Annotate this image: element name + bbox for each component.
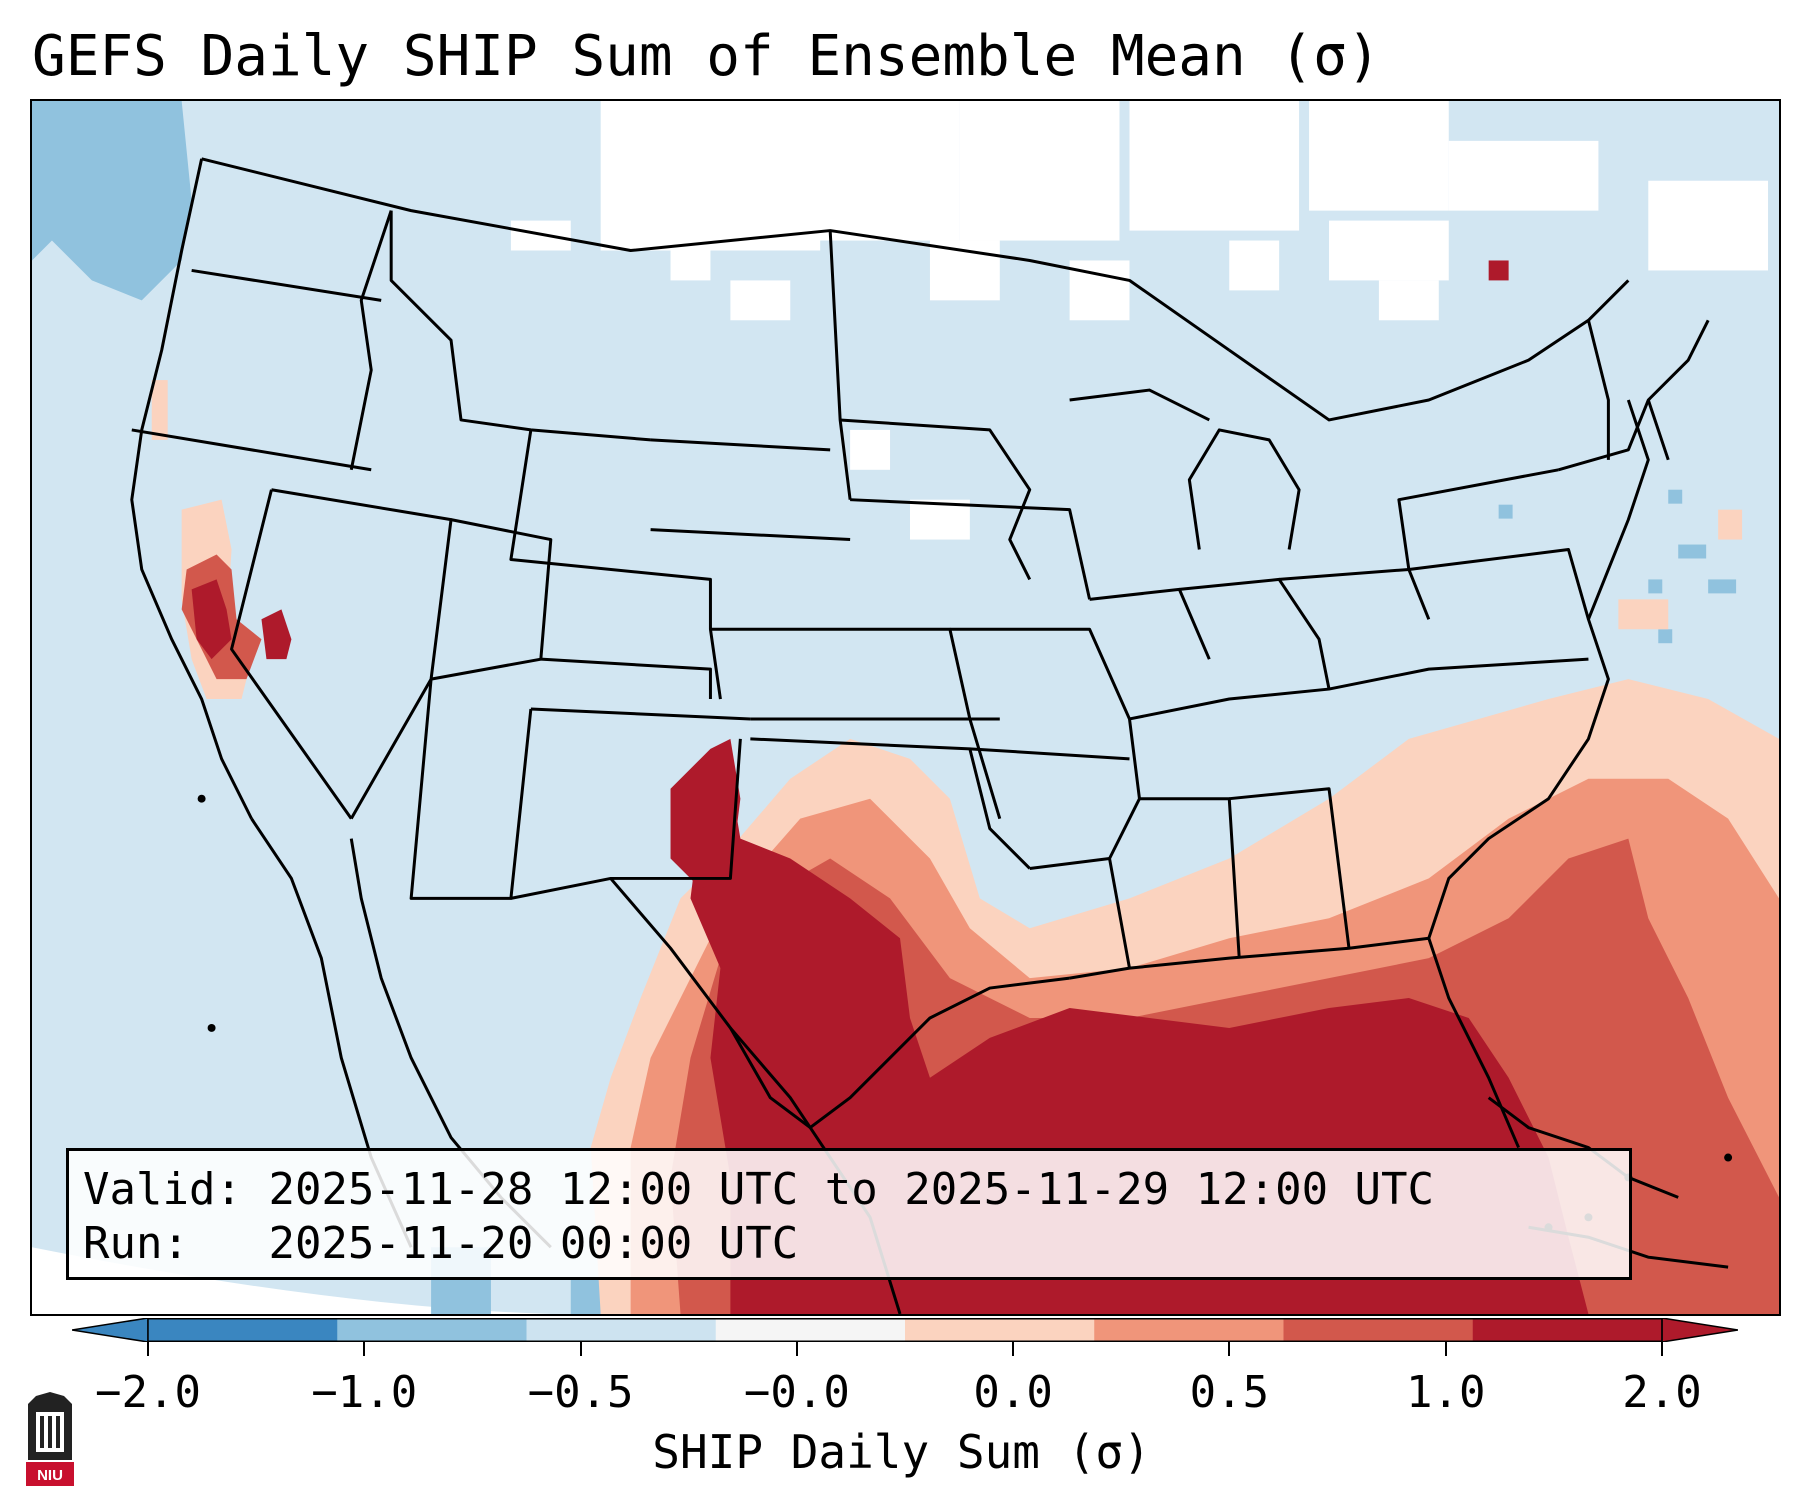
colorbar-tick-label: −1.0 xyxy=(311,1367,418,1418)
colorbar-tick-mark xyxy=(1012,1342,1015,1356)
colorbar-tick-mark xyxy=(363,1342,366,1356)
colorbar-tick-label: 0.0 xyxy=(973,1367,1053,1418)
colorbar-tick-mark xyxy=(795,1342,798,1356)
colorbar-tick-label: 2.0 xyxy=(1622,1367,1702,1418)
colorbar-tick-mark xyxy=(147,1342,149,1356)
colorbar-segment xyxy=(1472,1318,1663,1342)
positive-anomaly-canada xyxy=(1488,260,1509,281)
colorbar-segment xyxy=(526,1318,717,1342)
near-zero-anomaly-areas xyxy=(510,101,1769,540)
colorbar-segment xyxy=(148,1318,338,1342)
colorbar-segment xyxy=(905,1318,1095,1342)
colorbar-segment xyxy=(715,1318,906,1342)
map-svg xyxy=(32,101,1779,1314)
colorbar-ticks: −2.0 −1.0 −0.5 −0.0 0.0 0.5 1.0 2.0 xyxy=(0,1336,1803,1418)
colorbar-tick-mark xyxy=(1228,1342,1231,1356)
colorbar-tick-label: 1.0 xyxy=(1405,1367,1486,1418)
run-label: Run: xyxy=(83,1218,189,1269)
colorbar-segment xyxy=(337,1318,527,1342)
validity-info-box: Valid: 2025-11-28 12:00 UTC to 2025-11-2… xyxy=(66,1148,1632,1280)
logo-text: NIU xyxy=(37,1467,63,1484)
positive-anomaly-oregon xyxy=(151,380,168,440)
colorbar-label: SHIP Daily Sum (σ) xyxy=(652,1425,1151,1479)
map-panel xyxy=(30,99,1781,1316)
positive-anomaly-nevada xyxy=(261,609,292,660)
colorbar-tick-label: 0.5 xyxy=(1189,1367,1270,1418)
colorbar-tick-mark xyxy=(579,1342,582,1356)
valid-value: 2025-11-28 12:00 UTC to 2025-11-29 12:00… xyxy=(268,1164,1435,1215)
niu-logo: NIU xyxy=(22,1390,78,1488)
colorbar-tick-mark xyxy=(1661,1342,1663,1356)
projection-edge-left xyxy=(32,1247,551,1314)
niu-logo-icon: NIU xyxy=(26,1392,74,1486)
run-row: Run: 2025-11-20 00:00 UTC xyxy=(83,1217,1613,1271)
chart-title: GEFS Daily SHIP Sum of Ensemble Mean (σ) xyxy=(32,24,1381,89)
positive-anomaly-panhandle xyxy=(670,738,741,889)
colorbar xyxy=(72,1318,1738,1342)
positive-anomaly-california-core xyxy=(191,579,232,660)
valid-label: Valid: xyxy=(83,1164,242,1215)
valid-row: Valid: 2025-11-28 12:00 UTC to 2025-11-2… xyxy=(83,1163,1613,1217)
colorbar-segment xyxy=(1094,1318,1284,1342)
colorbar-tick-label: −0.0 xyxy=(743,1367,850,1418)
colorbar-tick-mark xyxy=(1444,1342,1447,1356)
positive-anomaly-northeast xyxy=(1718,509,1743,540)
run-value: 2025-11-20 00:00 UTC xyxy=(268,1218,799,1269)
colorbar-svg xyxy=(72,1318,1738,1342)
colorbar-segment xyxy=(1283,1318,1474,1342)
negative-anomaly-south-2 xyxy=(570,1277,601,1314)
colorbar-tick-label: −0.5 xyxy=(527,1367,634,1418)
negative-anomaly-atlantic xyxy=(1498,489,1737,644)
colorbar-tick-label: −2.0 xyxy=(95,1367,201,1418)
negative-anomaly-northwest xyxy=(32,101,192,301)
positive-anomaly-atlantic xyxy=(1618,599,1669,630)
colorbar-outline xyxy=(147,1318,1663,1342)
state-boundaries xyxy=(130,157,1710,1149)
